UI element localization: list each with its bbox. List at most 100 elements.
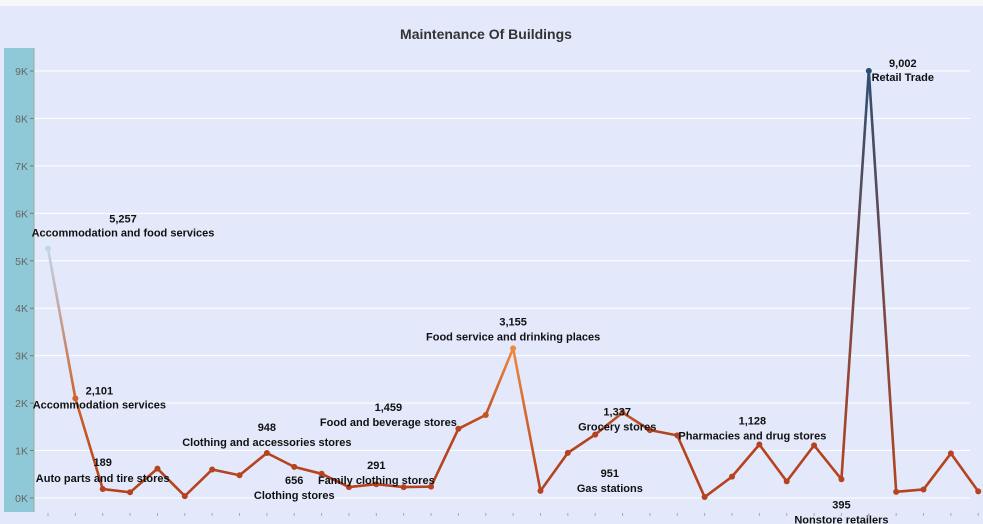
- line-segment: [292, 465, 323, 476]
- line-segment: [375, 482, 405, 489]
- line-segment: [46, 247, 77, 400]
- data-point[interactable]: [209, 466, 216, 473]
- data-label-name: Accommodation services: [33, 399, 166, 411]
- data-point[interactable]: [45, 245, 51, 252]
- data-point[interactable]: [975, 488, 982, 495]
- y-tick-label: 9K: [15, 66, 28, 78]
- line-segment: [621, 411, 652, 432]
- data-point[interactable]: [947, 450, 954, 457]
- data-label-value: 189: [94, 457, 112, 469]
- line-segment: [347, 482, 378, 489]
- line-chart: 0K 1K 2K 3K 4K 5K 6K 7K 8K 9K 5,257 Accommodation a…: [4, 48, 982, 524]
- data-label-name: Nonstore retailers: [794, 514, 888, 524]
- y-tick-label: 0K: [15, 493, 28, 505]
- data-label-value: 1,459: [375, 402, 403, 414]
- line-segment: [675, 434, 706, 499]
- data-point[interactable]: [400, 484, 407, 491]
- data-point[interactable]: [345, 484, 352, 491]
- data-label-name: Clothing and accessories stores: [182, 437, 351, 449]
- line-segment: [703, 475, 734, 499]
- y-tick-label: 1K: [15, 446, 28, 458]
- data-point[interactable]: [811, 442, 818, 449]
- data-point[interactable]: [783, 478, 790, 485]
- data-label-name: Clothing stores: [254, 490, 335, 502]
- y-tick-label: 6K: [15, 208, 28, 220]
- y-tick-label: 7K: [15, 161, 28, 173]
- data-point[interactable]: [263, 450, 270, 457]
- data-label-name: Accommodation and food services: [32, 228, 215, 240]
- y-tick-label: 5K: [15, 256, 28, 268]
- data-point[interactable]: [99, 486, 106, 493]
- line-segment: [128, 467, 159, 494]
- y-tick-label: 4K: [15, 303, 28, 315]
- data-label-value: 5,257: [109, 214, 137, 226]
- line-segment: [156, 467, 187, 498]
- data-point[interactable]: [729, 473, 735, 480]
- data-point[interactable]: [127, 489, 134, 496]
- line-segment: [593, 411, 624, 436]
- y-tick-label: 2K: [15, 398, 28, 410]
- data-point[interactable]: [236, 472, 243, 479]
- line-segment: [812, 444, 843, 481]
- line-segment: [265, 451, 296, 469]
- line-segment: [429, 427, 460, 488]
- line-segment: [511, 347, 542, 493]
- data-label-name: Food service and drinking places: [426, 331, 600, 343]
- data-label-name: Grocery stores: [578, 422, 656, 434]
- data-point[interactable]: [455, 425, 462, 432]
- line-segment: [785, 444, 816, 483]
- data-label-name: Auto parts and tire stores: [36, 473, 170, 485]
- data-point[interactable]: [619, 409, 626, 416]
- data-point[interactable]: [646, 427, 653, 434]
- data-point[interactable]: [674, 432, 681, 439]
- y-tick-label: 3K: [15, 351, 28, 363]
- chart-title: Maintenance Of Buildings: [400, 26, 572, 42]
- data-point[interactable]: [865, 67, 872, 74]
- data-point[interactable]: [154, 465, 161, 472]
- line-segment: [320, 472, 351, 489]
- data-point[interactable]: [373, 481, 380, 488]
- line-segment: [648, 428, 679, 437]
- data-label-name: Family clothing stores: [318, 475, 435, 487]
- data-label-name: Food and beverage stores: [320, 417, 457, 429]
- line-segment: [867, 69, 898, 494]
- data-label-value: 395: [832, 499, 850, 511]
- data-point[interactable]: [291, 463, 298, 470]
- y-tick-label: 8K: [15, 113, 28, 125]
- line-segment: [74, 397, 105, 491]
- line-segment: [457, 413, 488, 431]
- data-label-value: 1,337: [603, 407, 631, 419]
- data-label-name: Gas stations: [577, 483, 643, 495]
- line-segment: [238, 451, 269, 477]
- data-label-value: 1,128: [739, 415, 767, 427]
- line-segment: [949, 452, 980, 493]
- data-label-value: 9,002: [889, 58, 917, 70]
- data-point[interactable]: [318, 470, 325, 477]
- line-segment: [183, 468, 214, 498]
- data-label-value: 951: [601, 468, 619, 480]
- data-label-value: 291: [367, 460, 385, 472]
- data-point[interactable]: [838, 476, 845, 483]
- data-label-value: 656: [285, 475, 303, 487]
- data-point[interactable]: [592, 431, 599, 438]
- data-point[interactable]: [428, 483, 435, 490]
- data-label-name: Retail Trade: [872, 72, 934, 84]
- line-segment: [758, 443, 789, 483]
- line-segment: [894, 488, 925, 494]
- data-point[interactable]: [564, 449, 571, 456]
- data-point[interactable]: [181, 493, 188, 500]
- data-point[interactable]: [920, 486, 927, 493]
- data-point[interactable]: [537, 487, 544, 494]
- data-point[interactable]: [893, 488, 900, 495]
- data-point[interactable]: [482, 411, 489, 418]
- line-segment: [539, 451, 570, 493]
- data-label-value: 3,155: [499, 316, 527, 328]
- line-segment: [730, 443, 761, 478]
- line-segment: [101, 487, 132, 494]
- line-segment: [484, 347, 515, 417]
- data-point[interactable]: [72, 395, 79, 402]
- data-point[interactable]: [510, 345, 517, 352]
- data-point[interactable]: [756, 441, 763, 448]
- data-point[interactable]: [701, 494, 708, 501]
